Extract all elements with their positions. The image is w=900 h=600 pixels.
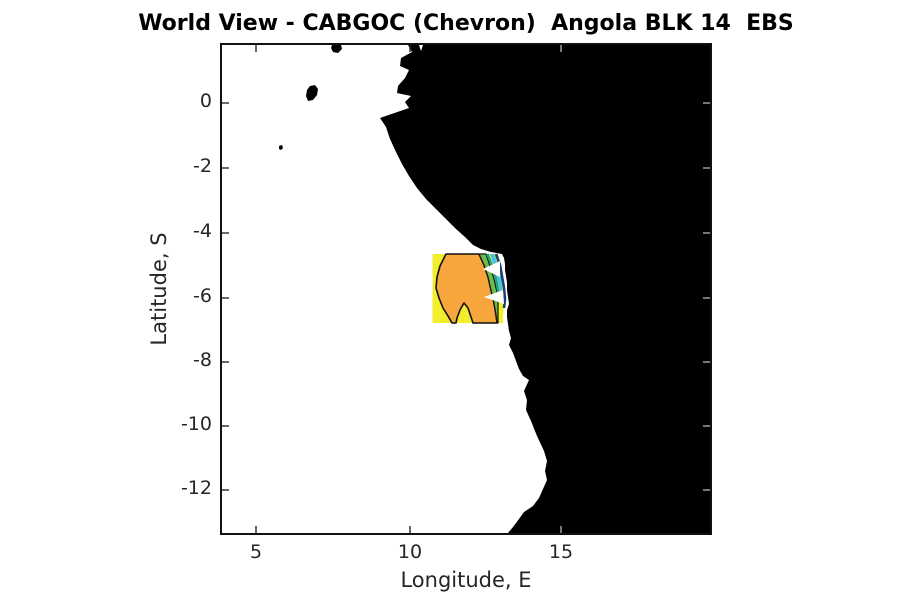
x-tick-label-5: 5: [249, 541, 263, 563]
x-tick-label-15: 15: [548, 541, 574, 563]
coastal-inlet-wedge-lower: [484, 290, 504, 304]
y-tick-label-m10: -10: [180, 413, 212, 435]
africa-landmass: [380, 45, 710, 533]
island-blob-1: [306, 85, 318, 101]
map-canvas: [222, 45, 710, 533]
y-tick-label-m12: -12: [180, 477, 212, 499]
island-blob-2: [331, 45, 342, 53]
y-axis-label: Latitude, S: [147, 232, 171, 346]
y-tick-label-0: 0: [199, 90, 212, 112]
estuary-notch: [419, 45, 423, 51]
y-tick-label-m8: -8: [193, 349, 212, 371]
y-tick-label-m2: -2: [193, 155, 212, 177]
x-tick-label-10: 10: [397, 541, 423, 563]
figure-title: World View - CABGOC (Chevron) Angola BLK…: [138, 11, 794, 36]
x-axis-label: Longitude, E: [400, 568, 532, 592]
island-blob-3: [279, 145, 283, 150]
coastal-inlet-wedge-upper: [483, 261, 500, 277]
map-plot-area: [220, 43, 712, 535]
y-tick-label-m6: -6: [193, 285, 212, 307]
y-tick-label-m4: -4: [193, 220, 212, 242]
contour-band-cyan: [490, 254, 503, 297]
axis-tick-marks: [222, 45, 710, 533]
